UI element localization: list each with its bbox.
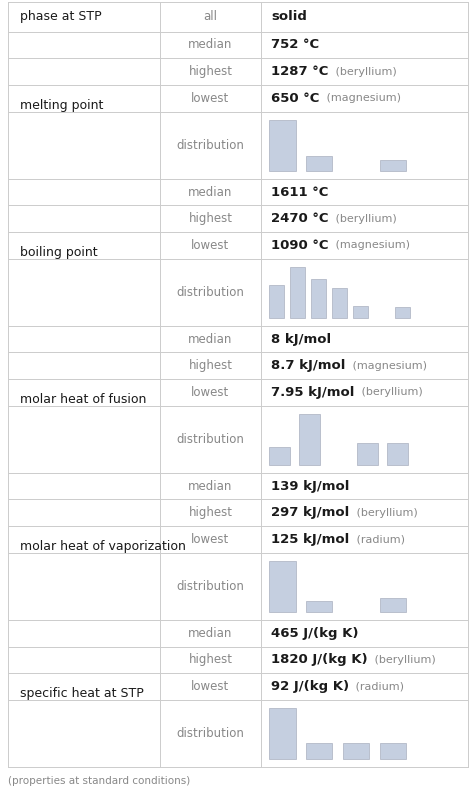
Bar: [269, 708, 296, 759]
Text: 650 °C: 650 °C: [271, 92, 320, 105]
Text: (properties at standard conditions): (properties at standard conditions): [8, 776, 190, 786]
Text: (beryllium): (beryllium): [358, 387, 423, 398]
Text: (radium): (radium): [352, 682, 405, 691]
Bar: [306, 743, 332, 759]
Text: (beryllium): (beryllium): [353, 508, 417, 518]
Text: 8 kJ/mol: 8 kJ/mol: [271, 333, 331, 345]
Bar: [269, 120, 296, 170]
Text: highest: highest: [188, 360, 232, 372]
Bar: [306, 156, 332, 170]
Text: highest: highest: [188, 653, 232, 666]
Text: (beryllium): (beryllium): [332, 67, 397, 77]
Bar: [343, 743, 369, 759]
Text: molar heat of vaporization: molar heat of vaporization: [20, 540, 186, 553]
Bar: [357, 444, 378, 465]
Text: distribution: distribution: [177, 139, 244, 151]
Text: (magnesium): (magnesium): [332, 240, 410, 250]
Text: lowest: lowest: [191, 680, 229, 693]
Text: solid: solid: [271, 10, 307, 23]
Text: 1820 J/(kg K): 1820 J/(kg K): [271, 653, 368, 666]
Text: 297 kJ/mol: 297 kJ/mol: [271, 506, 349, 520]
Text: lowest: lowest: [191, 533, 229, 546]
Text: lowest: lowest: [191, 92, 229, 105]
Bar: [395, 307, 410, 318]
Bar: [269, 447, 290, 465]
Text: molar heat of fusion: molar heat of fusion: [20, 393, 147, 406]
Text: 7.95 kJ/mol: 7.95 kJ/mol: [271, 386, 355, 399]
Text: distribution: distribution: [177, 432, 244, 446]
Text: lowest: lowest: [191, 386, 229, 399]
Text: (beryllium): (beryllium): [332, 214, 397, 223]
Text: highest: highest: [188, 65, 232, 78]
Bar: [298, 413, 320, 465]
Bar: [379, 161, 406, 170]
Text: boiling point: boiling point: [20, 246, 98, 259]
Text: median: median: [188, 480, 233, 493]
Text: 752 °C: 752 °C: [271, 39, 319, 51]
Text: 139 kJ/mol: 139 kJ/mol: [271, 480, 350, 493]
Text: all: all: [203, 10, 218, 23]
Bar: [379, 743, 406, 759]
Text: 1611 °C: 1611 °C: [271, 185, 329, 199]
Text: distribution: distribution: [177, 727, 244, 740]
Text: distribution: distribution: [177, 286, 244, 299]
Bar: [379, 598, 406, 612]
Bar: [311, 279, 326, 318]
Text: median: median: [188, 333, 233, 345]
Text: 1090 °C: 1090 °C: [271, 239, 329, 252]
Bar: [306, 600, 332, 612]
Text: median: median: [188, 185, 233, 199]
Text: 92 J/(kg K): 92 J/(kg K): [271, 680, 349, 693]
Text: 125 kJ/mol: 125 kJ/mol: [271, 533, 349, 546]
Text: (magnesium): (magnesium): [349, 360, 426, 371]
Text: highest: highest: [188, 212, 232, 225]
Bar: [387, 444, 408, 465]
Text: median: median: [188, 39, 233, 51]
Bar: [290, 267, 305, 318]
Text: (radium): (radium): [353, 535, 405, 544]
Text: specific heat at STP: specific heat at STP: [20, 687, 144, 700]
Text: 1287 °C: 1287 °C: [271, 65, 329, 78]
Text: 465 J/(kg K): 465 J/(kg K): [271, 626, 359, 640]
Text: distribution: distribution: [177, 580, 244, 593]
Bar: [332, 287, 347, 318]
Text: (magnesium): (magnesium): [323, 93, 401, 103]
Bar: [353, 306, 368, 318]
Text: (beryllium): (beryllium): [371, 655, 436, 665]
Text: median: median: [188, 626, 233, 640]
Bar: [269, 561, 296, 612]
Text: lowest: lowest: [191, 239, 229, 252]
Text: phase at STP: phase at STP: [20, 10, 102, 23]
Text: 8.7 kJ/mol: 8.7 kJ/mol: [271, 360, 346, 372]
Bar: [269, 284, 284, 318]
Text: 2470 °C: 2470 °C: [271, 212, 329, 225]
Text: melting point: melting point: [20, 99, 103, 112]
Text: highest: highest: [188, 506, 232, 520]
